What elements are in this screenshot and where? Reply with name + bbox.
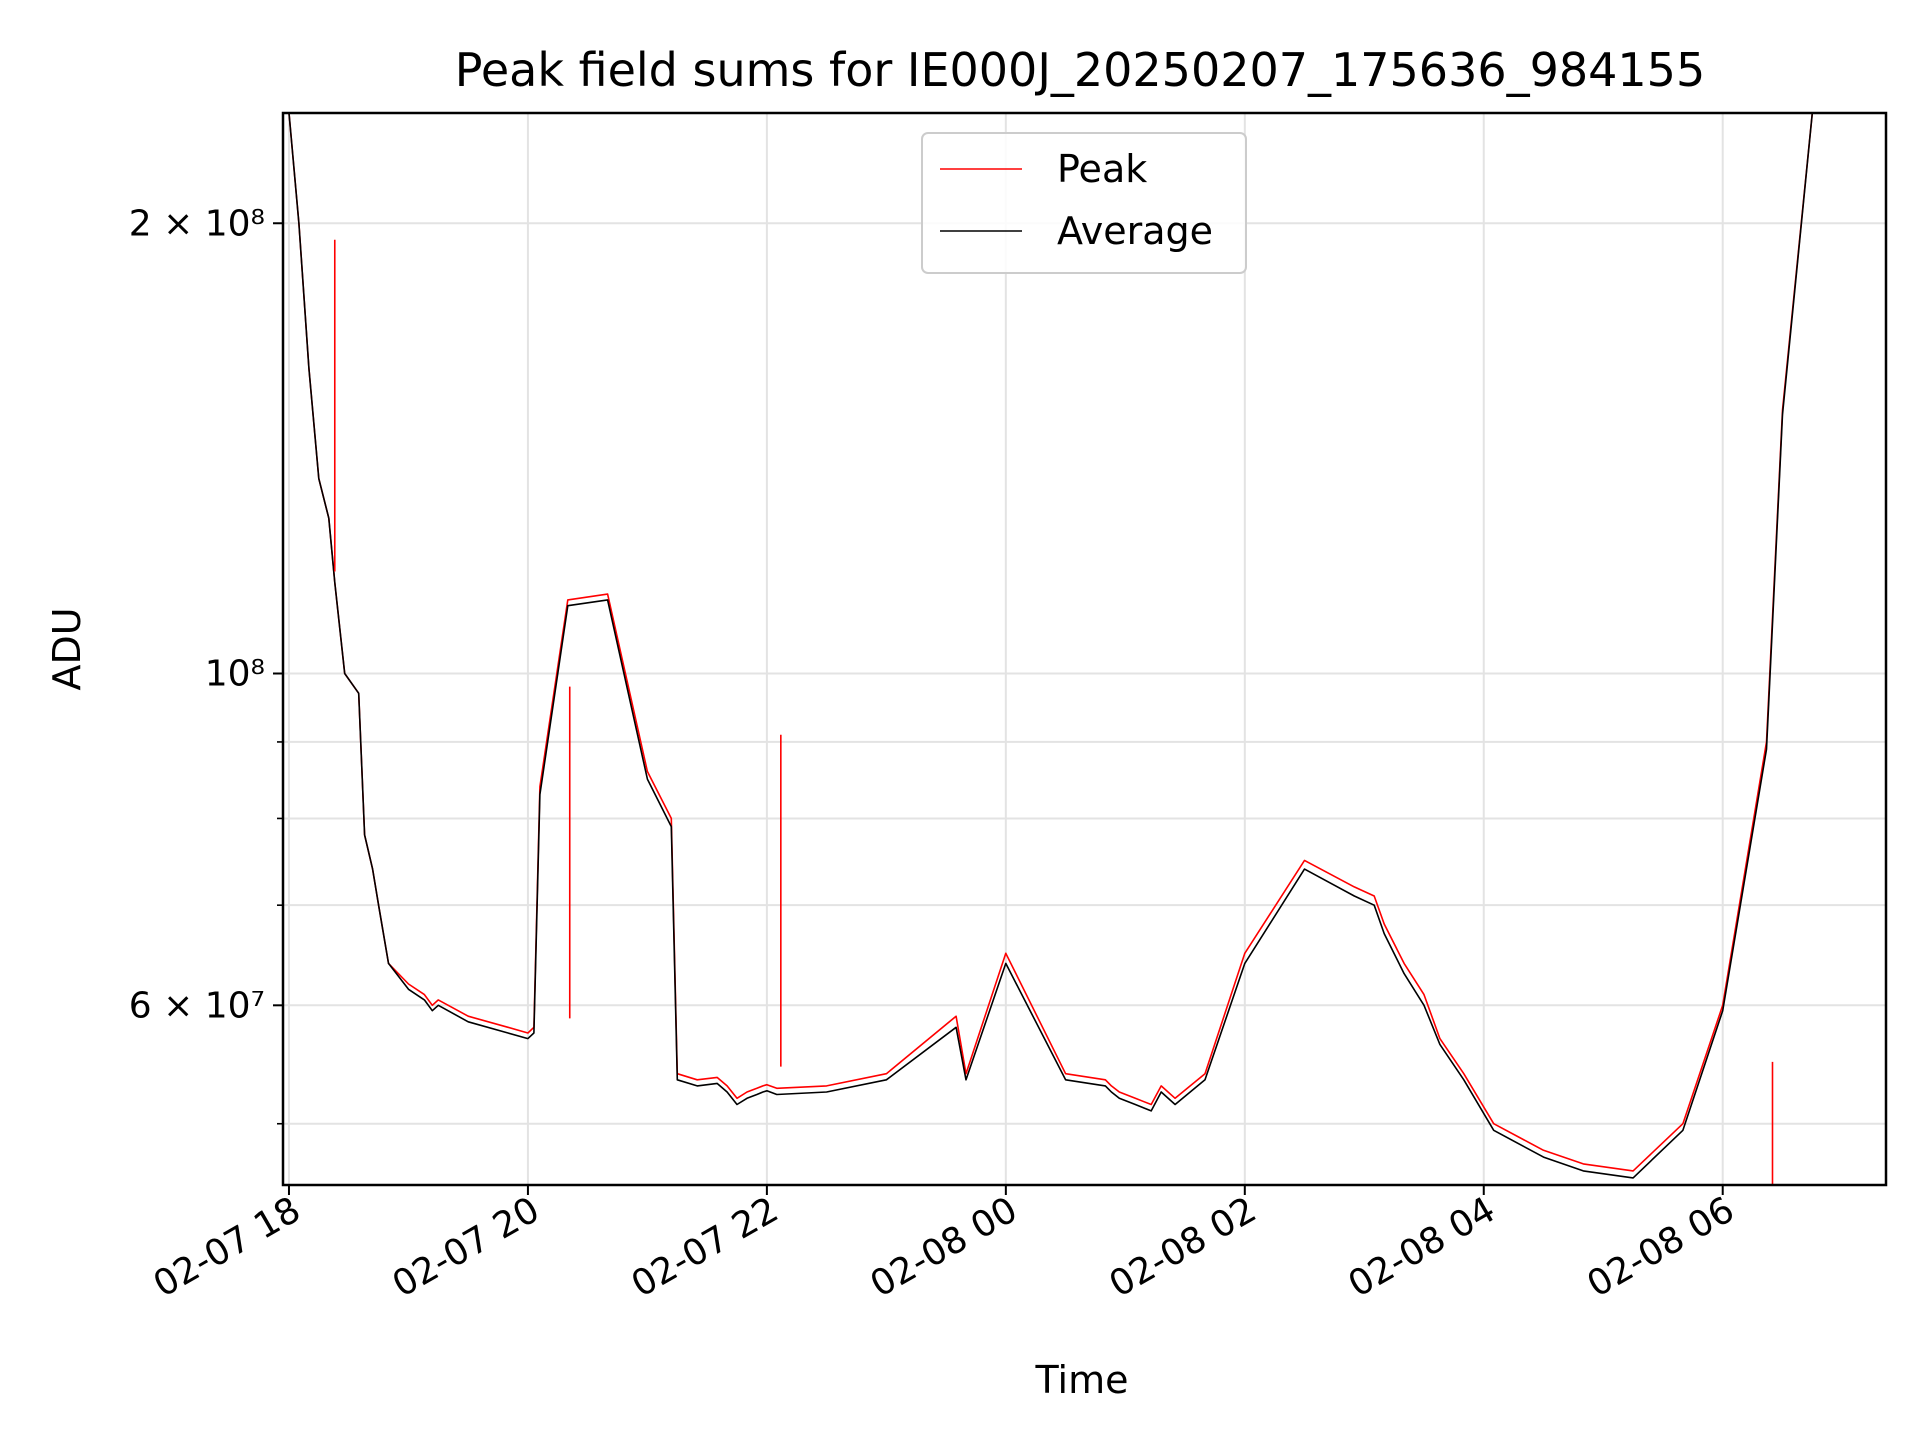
plot-frame	[281, 111, 1888, 1187]
y-axis-label: ADU	[45, 607, 89, 690]
y-tick-label: 2 × 10⁸	[129, 203, 265, 244]
y-tick-label: 6 × 10⁷	[129, 985, 265, 1026]
legend-label-peak: Peak	[1057, 147, 1147, 191]
y-tick-label: 10⁸	[205, 653, 265, 694]
legend-label-average: Average	[1057, 209, 1213, 253]
legend-box	[921, 132, 1247, 274]
plot-lines	[283, 113, 1886, 1185]
x-axis-label: Time	[1035, 1358, 1129, 1402]
chart-title: Peak field sums for IE000J_20250207_1756…	[455, 43, 1705, 97]
grid	[283, 113, 1886, 1185]
series-line-average	[283, 113, 1886, 1179]
legend: Peak Average	[921, 132, 1247, 274]
